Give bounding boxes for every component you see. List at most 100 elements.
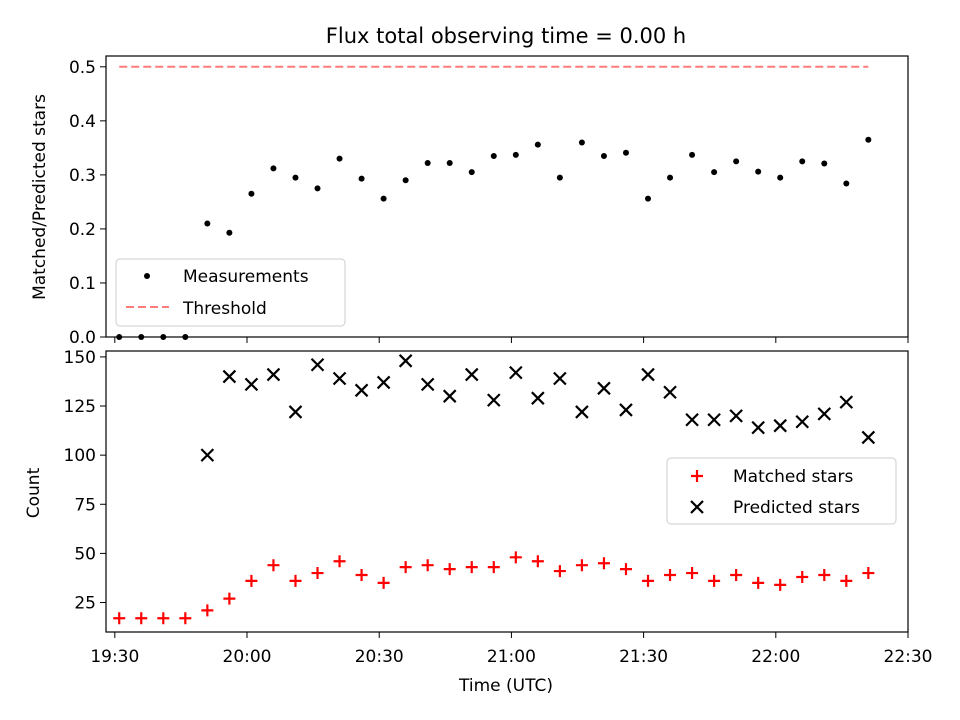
predicted-star-point: [244, 377, 259, 392]
legend-matched-marker: [691, 470, 703, 482]
measurement-point: [512, 151, 519, 158]
predicted-star-point: [619, 403, 633, 417]
matched-star-point: [642, 574, 655, 587]
predicted-star-point: [310, 357, 325, 372]
matched-star-point: [157, 612, 170, 625]
matched-star-point: [664, 569, 677, 582]
measurement-point: [755, 168, 762, 175]
matched-star-point: [399, 561, 412, 574]
bottom-legend: Matched stars Predicted stars: [666, 457, 897, 525]
predicted-star-point: [398, 354, 413, 368]
predicted-star-point: [288, 405, 303, 419]
top-y-tick-label: 0.2: [69, 220, 96, 240]
predicted-star-point: [464, 367, 479, 382]
measurement-point: [600, 152, 607, 159]
x-tick-label: 21:00: [487, 647, 536, 667]
x-tick-label: 20:00: [223, 647, 272, 667]
bottom-y-tick-label: 125: [64, 397, 96, 417]
measurement-point: [578, 139, 585, 146]
measurement-point: [358, 175, 365, 182]
predicted-star-point: [553, 371, 567, 386]
predicted-star-point: [685, 412, 699, 427]
measurement-point: [468, 169, 475, 176]
measurement-point: [380, 195, 387, 202]
predicted-star-point: [266, 367, 281, 382]
predicted-star-point: [729, 409, 743, 423]
predicted-star-point: [531, 391, 545, 405]
matched-star-point: [619, 563, 632, 576]
bottom-y-tick-label: 100: [64, 446, 96, 466]
matched-star-point: [421, 559, 434, 572]
measurement-point: [711, 169, 718, 176]
measurement-point: [622, 149, 629, 156]
matched-star-point: [201, 604, 214, 617]
measurement-point: [116, 334, 123, 340]
measurement-point: [424, 159, 431, 166]
matched-star-point: [575, 559, 588, 572]
measurement-point: [138, 334, 145, 340]
predicted-star-point: [641, 367, 655, 382]
predicted-star-point: [795, 414, 810, 429]
predicted-star-point: [663, 385, 677, 400]
matched-star-point: [752, 576, 765, 589]
predicted-star-point: [707, 412, 721, 427]
top-legend-box: [115, 258, 346, 327]
x-tick-label: 22:30: [884, 647, 933, 667]
measurement-point: [292, 174, 299, 181]
bottom-legend-box: [666, 457, 897, 525]
predicted-star-point: [332, 371, 347, 386]
predicted-star-point: [817, 407, 832, 421]
bottom-plot-frame: [105, 350, 909, 633]
matched-star-point: [553, 565, 566, 578]
matched-star-point: [355, 569, 368, 582]
predicted-star-point: [487, 393, 501, 407]
predicted-star-point: [420, 377, 435, 392]
matched-star-point: [377, 576, 390, 589]
measurement-point: [446, 159, 453, 166]
matched-star-point: [245, 574, 258, 587]
measurement-point: [821, 160, 828, 167]
matched-star-point: [509, 551, 522, 564]
matched-star-point: [597, 557, 610, 570]
measurement-point: [777, 174, 784, 181]
x-tick-label: 19:30: [90, 647, 139, 667]
measurement-point: [336, 155, 343, 162]
x-tick-label: 21:30: [619, 647, 668, 667]
measurement-point: [490, 152, 497, 159]
measurement-point: [865, 136, 872, 143]
legend-matched-label: Matched stars: [733, 467, 853, 487]
predicted-star-point: [575, 405, 589, 419]
predicted-star-point: [442, 389, 457, 403]
measurement-point: [689, 151, 696, 158]
top-y-tick-label: 0.0: [69, 328, 96, 348]
legend-measurements-label: Measurements: [183, 267, 309, 287]
top-plot-frame: [105, 55, 909, 338]
matched-star-point: [465, 561, 478, 574]
matched-star-point: [179, 612, 192, 625]
measurement-point: [402, 177, 409, 184]
matched-star-point: [531, 555, 544, 568]
predicted-star-point: [839, 395, 854, 409]
matched-star-point: [774, 578, 787, 591]
matched-star-point: [443, 563, 456, 576]
measurement-point: [182, 334, 189, 340]
legend-predicted-marker: [690, 500, 704, 514]
measurement-point: [160, 334, 167, 340]
measurement-point: [645, 195, 652, 202]
x-axis-label: Time (UTC): [458, 676, 553, 696]
measurement-point: [204, 220, 211, 227]
matched-star-point: [135, 612, 148, 625]
predicted-star-point: [751, 420, 765, 435]
matched-star-point: [311, 567, 324, 580]
matched-star-point: [708, 574, 721, 587]
measurement-point: [843, 180, 850, 187]
predicted-star-point: [773, 418, 787, 433]
matched-star-point: [223, 592, 236, 605]
measurement-point: [248, 190, 255, 197]
matched-star-point: [796, 570, 809, 583]
bottom-y-tick-label: 50: [74, 544, 96, 564]
predicted-star-point: [354, 383, 369, 398]
matched-star-point: [487, 561, 500, 574]
matched-star-point: [267, 559, 280, 572]
